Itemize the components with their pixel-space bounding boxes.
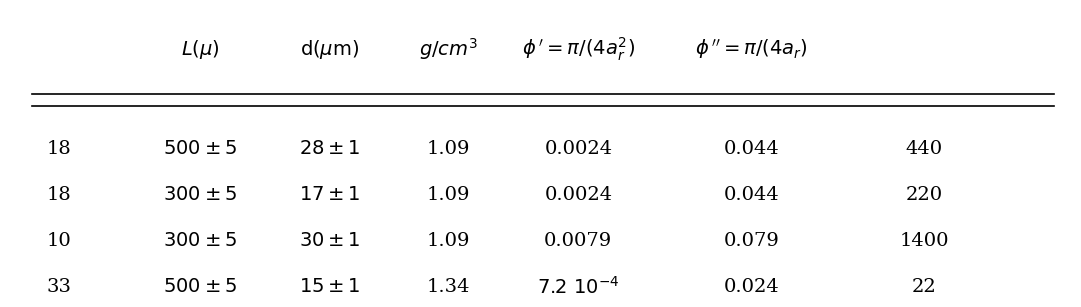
Text: 0.0024: 0.0024 — [544, 186, 613, 204]
Text: $17\pm1$: $17\pm1$ — [299, 186, 360, 204]
Text: 18: 18 — [48, 140, 71, 158]
Text: $30\pm1$: $30\pm1$ — [299, 232, 360, 250]
Text: $28\pm1$: $28\pm1$ — [299, 140, 360, 158]
Text: $g/cm^3$: $g/cm^3$ — [419, 36, 478, 62]
Text: $\phi^{\,\prime\prime} = \pi/(4a_r)$: $\phi^{\,\prime\prime} = \pi/(4a_r)$ — [695, 37, 808, 61]
Text: 1.09: 1.09 — [427, 186, 470, 204]
Text: 1400: 1400 — [899, 232, 949, 250]
Text: $15\pm1$: $15\pm1$ — [299, 278, 360, 296]
Text: $300\pm5$: $300\pm5$ — [163, 232, 237, 250]
Text: 0.0024: 0.0024 — [544, 140, 613, 158]
Text: 1.09: 1.09 — [427, 232, 470, 250]
Text: 0.024: 0.024 — [723, 278, 779, 296]
Text: 22: 22 — [912, 278, 936, 296]
Text: $300\pm5$: $300\pm5$ — [163, 186, 237, 204]
Text: $7.2\ 10^{-4}$: $7.2\ 10^{-4}$ — [537, 276, 619, 298]
Text: 10: 10 — [48, 232, 71, 250]
Text: $\phi^{\,\prime} = \pi/(4a_r^2)$: $\phi^{\,\prime} = \pi/(4a_r^2)$ — [522, 35, 635, 63]
Text: 33: 33 — [46, 278, 72, 296]
Text: $500\pm5$: $500\pm5$ — [163, 278, 237, 296]
Text: 0.044: 0.044 — [723, 140, 779, 158]
Text: $\mathrm{d}(\mu\mathrm{m})$: $\mathrm{d}(\mu\mathrm{m})$ — [301, 38, 359, 60]
Text: 0.044: 0.044 — [723, 186, 779, 204]
Text: $500\pm5$: $500\pm5$ — [163, 140, 237, 158]
Text: 18: 18 — [48, 186, 71, 204]
Text: 1.09: 1.09 — [427, 140, 470, 158]
Text: 0.079: 0.079 — [723, 232, 779, 250]
Text: 440: 440 — [906, 140, 943, 158]
Text: $L(\mu)$: $L(\mu)$ — [181, 38, 219, 60]
Text: 220: 220 — [906, 186, 943, 204]
Text: 1.34: 1.34 — [427, 278, 470, 296]
Text: 0.0079: 0.0079 — [544, 232, 613, 250]
